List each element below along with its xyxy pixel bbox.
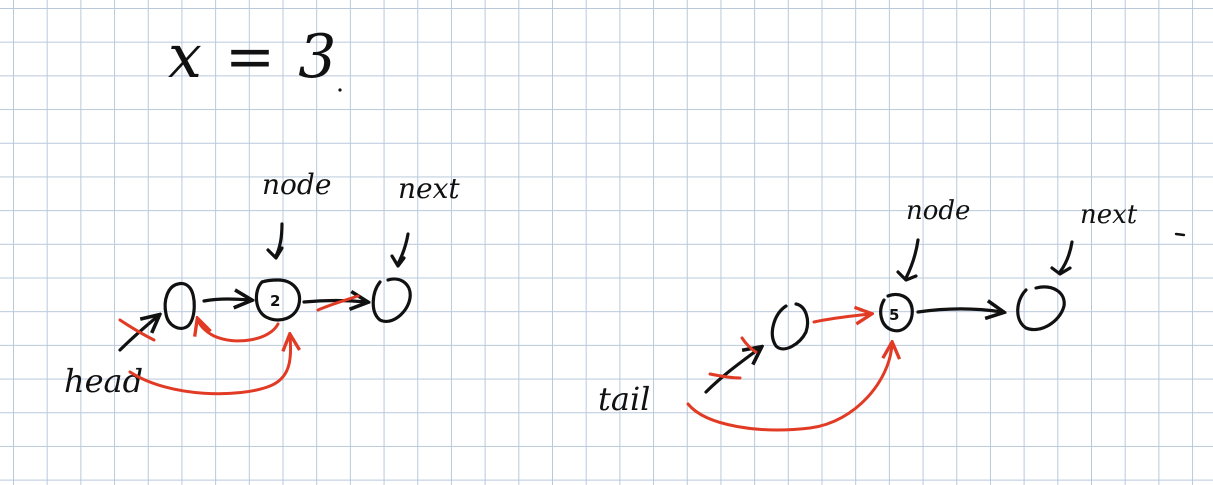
right-next-pointer: [1050, 240, 1074, 276]
right-node-label: node: [906, 196, 971, 226]
right-node-circle-3: [1016, 285, 1066, 332]
right-link-2-3: [916, 309, 1002, 312]
right-red-strike-tail: [708, 372, 742, 380]
right-red-strike-node: [740, 336, 758, 354]
left-red-strike-link: [316, 294, 360, 312]
trailing-dash: [1174, 232, 1186, 237]
right-node-pointer: [896, 238, 920, 282]
left-node-pointer: [266, 222, 284, 260]
left-node-circle-1: [163, 281, 196, 330]
left-red-strike-head: [118, 318, 156, 342]
left-node-circle-3: [371, 277, 412, 323]
left-red-back-link: [198, 320, 280, 343]
left-link-2-3: [302, 301, 366, 303]
tail-label: tail: [598, 380, 651, 418]
equation-label: x = 3: [168, 22, 339, 92]
left-next-pointer: [390, 232, 410, 268]
right-node-value-2: 5: [889, 306, 899, 324]
left-red-head-to-node: [128, 336, 291, 396]
equation-dot: [338, 88, 342, 92]
tail-to-node-1: [704, 348, 760, 394]
right-red-tail-to-node: [686, 344, 892, 432]
left-node-label: node: [262, 168, 332, 201]
left-next-label: next: [398, 172, 460, 205]
right-next-label: next: [1080, 200, 1138, 230]
head-label: head: [64, 362, 144, 400]
left-node-circle-2: [254, 278, 302, 322]
left-link-1-2: [202, 299, 250, 301]
left-node-value-2: 2: [270, 292, 280, 310]
right-node-circle-1: [770, 302, 810, 351]
right-red-link-1-2: [812, 314, 870, 322]
right-node-circle-2: [879, 292, 914, 333]
